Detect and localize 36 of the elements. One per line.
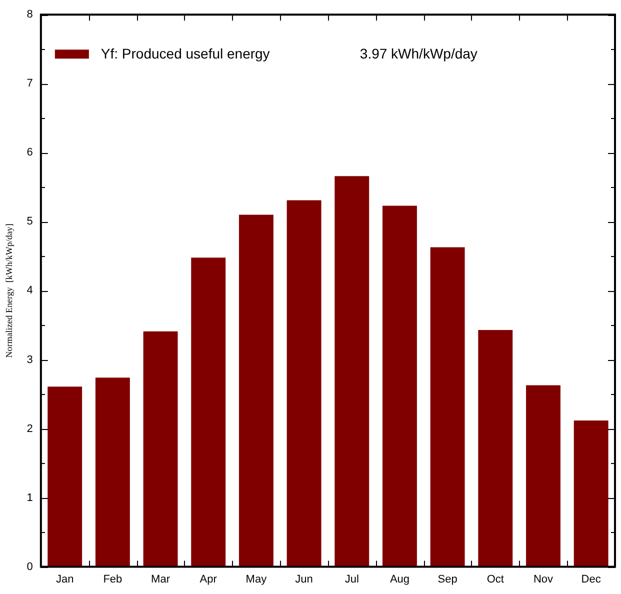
bar	[574, 420, 608, 567]
x-tick-label: Aug	[390, 573, 410, 586]
y-axis-title: Normalized Energy [kWh/kWp/day]	[4, 224, 14, 358]
legend-label: Yf: Produced useful energy	[100, 45, 270, 62]
x-tick-label: May	[246, 573, 268, 586]
x-tick-label: Feb	[103, 573, 122, 586]
y-tick-label: 6	[26, 146, 33, 159]
x-tick-label: Jun	[295, 573, 313, 586]
bar	[143, 331, 178, 567]
y-tick-label: 3	[26, 354, 33, 366]
y-tick-label: 2	[26, 422, 33, 435]
bar	[95, 378, 130, 567]
y-tick-label: 0	[26, 560, 33, 573]
x-tick-label: Apr	[200, 573, 218, 586]
bar	[191, 258, 226, 567]
annotation: 3.97 kWh/kWp/day	[360, 45, 478, 62]
y-tick-label: 4	[26, 284, 33, 297]
bar	[478, 330, 513, 567]
y-tick-label: 1	[26, 492, 33, 504]
x-tick-label: Jan	[56, 573, 74, 586]
y-tick-label: 7	[26, 78, 33, 90]
x-tick-label: Nov	[533, 573, 554, 586]
y-tick-label: 5	[26, 216, 33, 228]
x-tick-label: Jul	[344, 573, 359, 586]
bar	[286, 200, 322, 567]
bar	[334, 176, 370, 567]
bar	[48, 386, 82, 567]
bar	[382, 206, 417, 567]
y-tick-label: 8	[26, 8, 33, 21]
x-tick-label: Mar	[151, 573, 170, 586]
bar	[238, 214, 274, 567]
bar	[430, 247, 465, 567]
x-tick-label: Dec	[581, 573, 602, 586]
x-tick-label: Sep	[438, 573, 458, 586]
x-tick-label: Oct	[486, 573, 504, 586]
bar	[526, 385, 560, 567]
